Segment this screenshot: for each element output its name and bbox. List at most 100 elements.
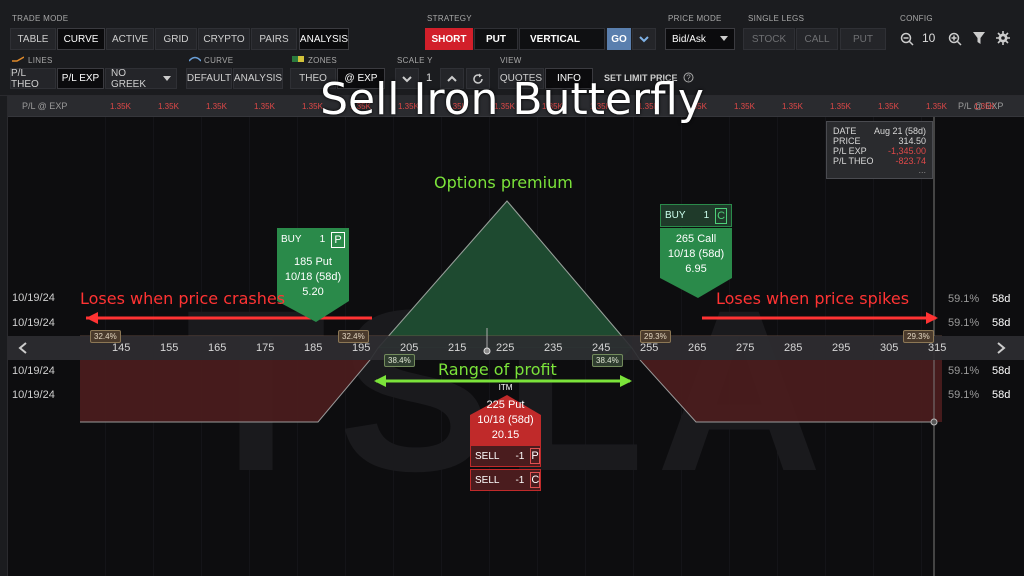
zoom-in-icon[interactable] <box>948 32 962 46</box>
buy-call-price: 6.95 <box>685 263 707 275</box>
x-tick-label: 285 <box>784 342 803 354</box>
sell-call-chip[interactable]: SELL -1 C <box>470 469 541 491</box>
call-badge: C <box>715 207 727 224</box>
sell-expiry: 10/18 (58d) <box>477 414 534 426</box>
quotes-button[interactable]: QUOTES <box>498 68 544 89</box>
sell-put-qty: -1 <box>515 450 525 462</box>
zones-icon <box>292 56 304 62</box>
dropdown-arrow-icon <box>720 36 728 42</box>
pl-cell: 1.35K <box>638 102 659 111</box>
x-tick-label: 315 <box>928 342 947 354</box>
put-button[interactable]: PUT <box>474 28 518 50</box>
help-icon[interactable]: ? <box>683 72 694 83</box>
buy-put-chip[interactable]: BUY 1 P <box>277 228 349 251</box>
zones-exp-button[interactable]: @ EXP <box>337 68 385 89</box>
zoom-out-icon[interactable] <box>900 32 914 46</box>
top-toolbar: TRADE MODE TABLE CURVE ACTIVE GRID CRYPT… <box>0 0 1024 96</box>
call-button[interactable]: CALL <box>796 28 838 50</box>
pl-exp-toggle[interactable]: P/L EXP <box>57 68 104 89</box>
loss-zone-right <box>640 360 942 422</box>
buy-call-expiry: 10/18 (58d) <box>667 248 725 260</box>
set-limit-price[interactable]: SET LIMIT PRICE <box>604 73 678 83</box>
date-label: 10/19/24 <box>12 292 55 304</box>
x-tick-label: 245 <box>592 342 611 354</box>
short-button[interactable]: SHORT <box>425 28 473 50</box>
zoom-level: 10 <box>922 31 936 45</box>
itm-label: ITM <box>498 383 513 392</box>
scale-up-button[interactable] <box>440 68 464 89</box>
tab-analysis[interactable]: ANALYSIS <box>299 28 349 50</box>
tab-grid[interactable]: GRID <box>155 28 197 50</box>
tab-crypto[interactable]: CRYPTO <box>198 28 250 50</box>
single-put-button[interactable]: PUT <box>840 28 886 50</box>
right-days: 58d <box>992 317 1011 329</box>
crash-arrow <box>86 312 372 324</box>
buy-put-card-bg <box>277 251 349 322</box>
tab-table[interactable]: TABLE <box>10 28 56 50</box>
buy-call-chip[interactable]: BUY 1 C <box>660 204 732 227</box>
pl-cell: 1.35K <box>878 102 899 111</box>
sell-card[interactable]: 225 Put 10/18 (58d) 20.15 <box>470 398 541 443</box>
zones-theo-button[interactable]: THEO <box>290 68 336 89</box>
tooltip-value: -823.74 <box>895 156 926 166</box>
x-tick-label: 265 <box>688 342 707 354</box>
price-mode-label: PRICE MODE <box>668 14 722 23</box>
pl-cell: 1.35K <box>398 102 419 111</box>
pct-tag: 38.4% <box>384 354 415 367</box>
buy-call-card[interactable]: 265 Call 10/18 (58d) 6.95 <box>660 232 732 277</box>
pl-chart: TSLA <box>8 117 1024 576</box>
x-tick-label: 165 <box>208 342 227 354</box>
sell-strike: 225 Put <box>486 399 525 411</box>
strategy-dropdown[interactable] <box>632 28 656 50</box>
stock-button[interactable]: STOCK <box>743 28 795 50</box>
gear-icon[interactable] <box>996 31 1010 45</box>
reset-scale-button[interactable] <box>466 68 490 89</box>
pl-theo-toggle[interactable]: P/L THEO <box>10 68 56 90</box>
right-days: 58d <box>992 389 1011 401</box>
scale-down-button[interactable] <box>395 68 419 89</box>
filter-icon[interactable] <box>973 32 985 45</box>
price-mode-select[interactable]: Bid/Ask <box>665 28 735 50</box>
tab-pairs[interactable]: PAIRS <box>251 28 297 50</box>
pl-cell: 1.35K <box>782 102 803 111</box>
lines-icon <box>12 56 24 62</box>
greek-select[interactable]: NO GREEK <box>105 68 177 90</box>
refresh-icon <box>472 73 484 85</box>
strategy-label: STRATEGY <box>427 14 472 23</box>
right-days: 58d <box>992 365 1011 377</box>
info-button[interactable]: INFO <box>545 68 593 89</box>
tab-active[interactable]: ACTIVE <box>106 28 154 50</box>
video-title: Sell Iron Butterfly <box>320 74 704 125</box>
x-axis-band <box>8 336 1024 360</box>
left-sidebar <box>0 96 8 576</box>
buy-call-strike: 265 Call <box>675 233 717 245</box>
loses-spike-label: Loses when price spikes <box>716 289 910 308</box>
tooltip-key: DATE <box>833 126 857 136</box>
pl-cell: 1.35K <box>254 102 275 111</box>
buy-call-qty: 1 <box>703 210 710 221</box>
x-tick-label: 305 <box>880 342 899 354</box>
vertical-select[interactable]: VERTICAL <box>519 28 605 50</box>
pl-cell: 1.35K <box>110 102 131 111</box>
default-button[interactable]: DEFAULT <box>186 68 232 89</box>
buy-put-card[interactable]: 185 Put 10/18 (58d) 5.20 <box>277 255 349 300</box>
dropdown-arrow-icon <box>163 75 171 82</box>
put-badge: P <box>530 448 540 464</box>
svg-text:?: ? <box>686 74 691 83</box>
pl-cell: 1.35K <box>926 102 947 111</box>
right-days: 58d <box>992 293 1011 305</box>
pl-cell: 1.35K <box>590 102 611 111</box>
tab-curve[interactable]: CURVE <box>57 28 105 50</box>
curve-icon <box>189 56 201 62</box>
sell-put-chip[interactable]: SELL -1 P <box>470 445 541 467</box>
pl-cell: 1.35K <box>734 102 755 111</box>
pl-exp-line <box>80 200 934 423</box>
pl-cell: 1.35K <box>302 102 323 111</box>
go-button[interactable]: GO <box>607 28 631 50</box>
curve-analysis-button[interactable]: ANALYSIS <box>233 68 283 89</box>
price-cursor-dot <box>930 418 938 426</box>
pct-tag: 29.3% <box>640 330 671 343</box>
trade-mode-label: TRADE MODE <box>12 14 69 23</box>
pl-row-right-label: P/L @ EXP <box>958 101 1004 111</box>
curve-label: CURVE <box>204 56 234 65</box>
